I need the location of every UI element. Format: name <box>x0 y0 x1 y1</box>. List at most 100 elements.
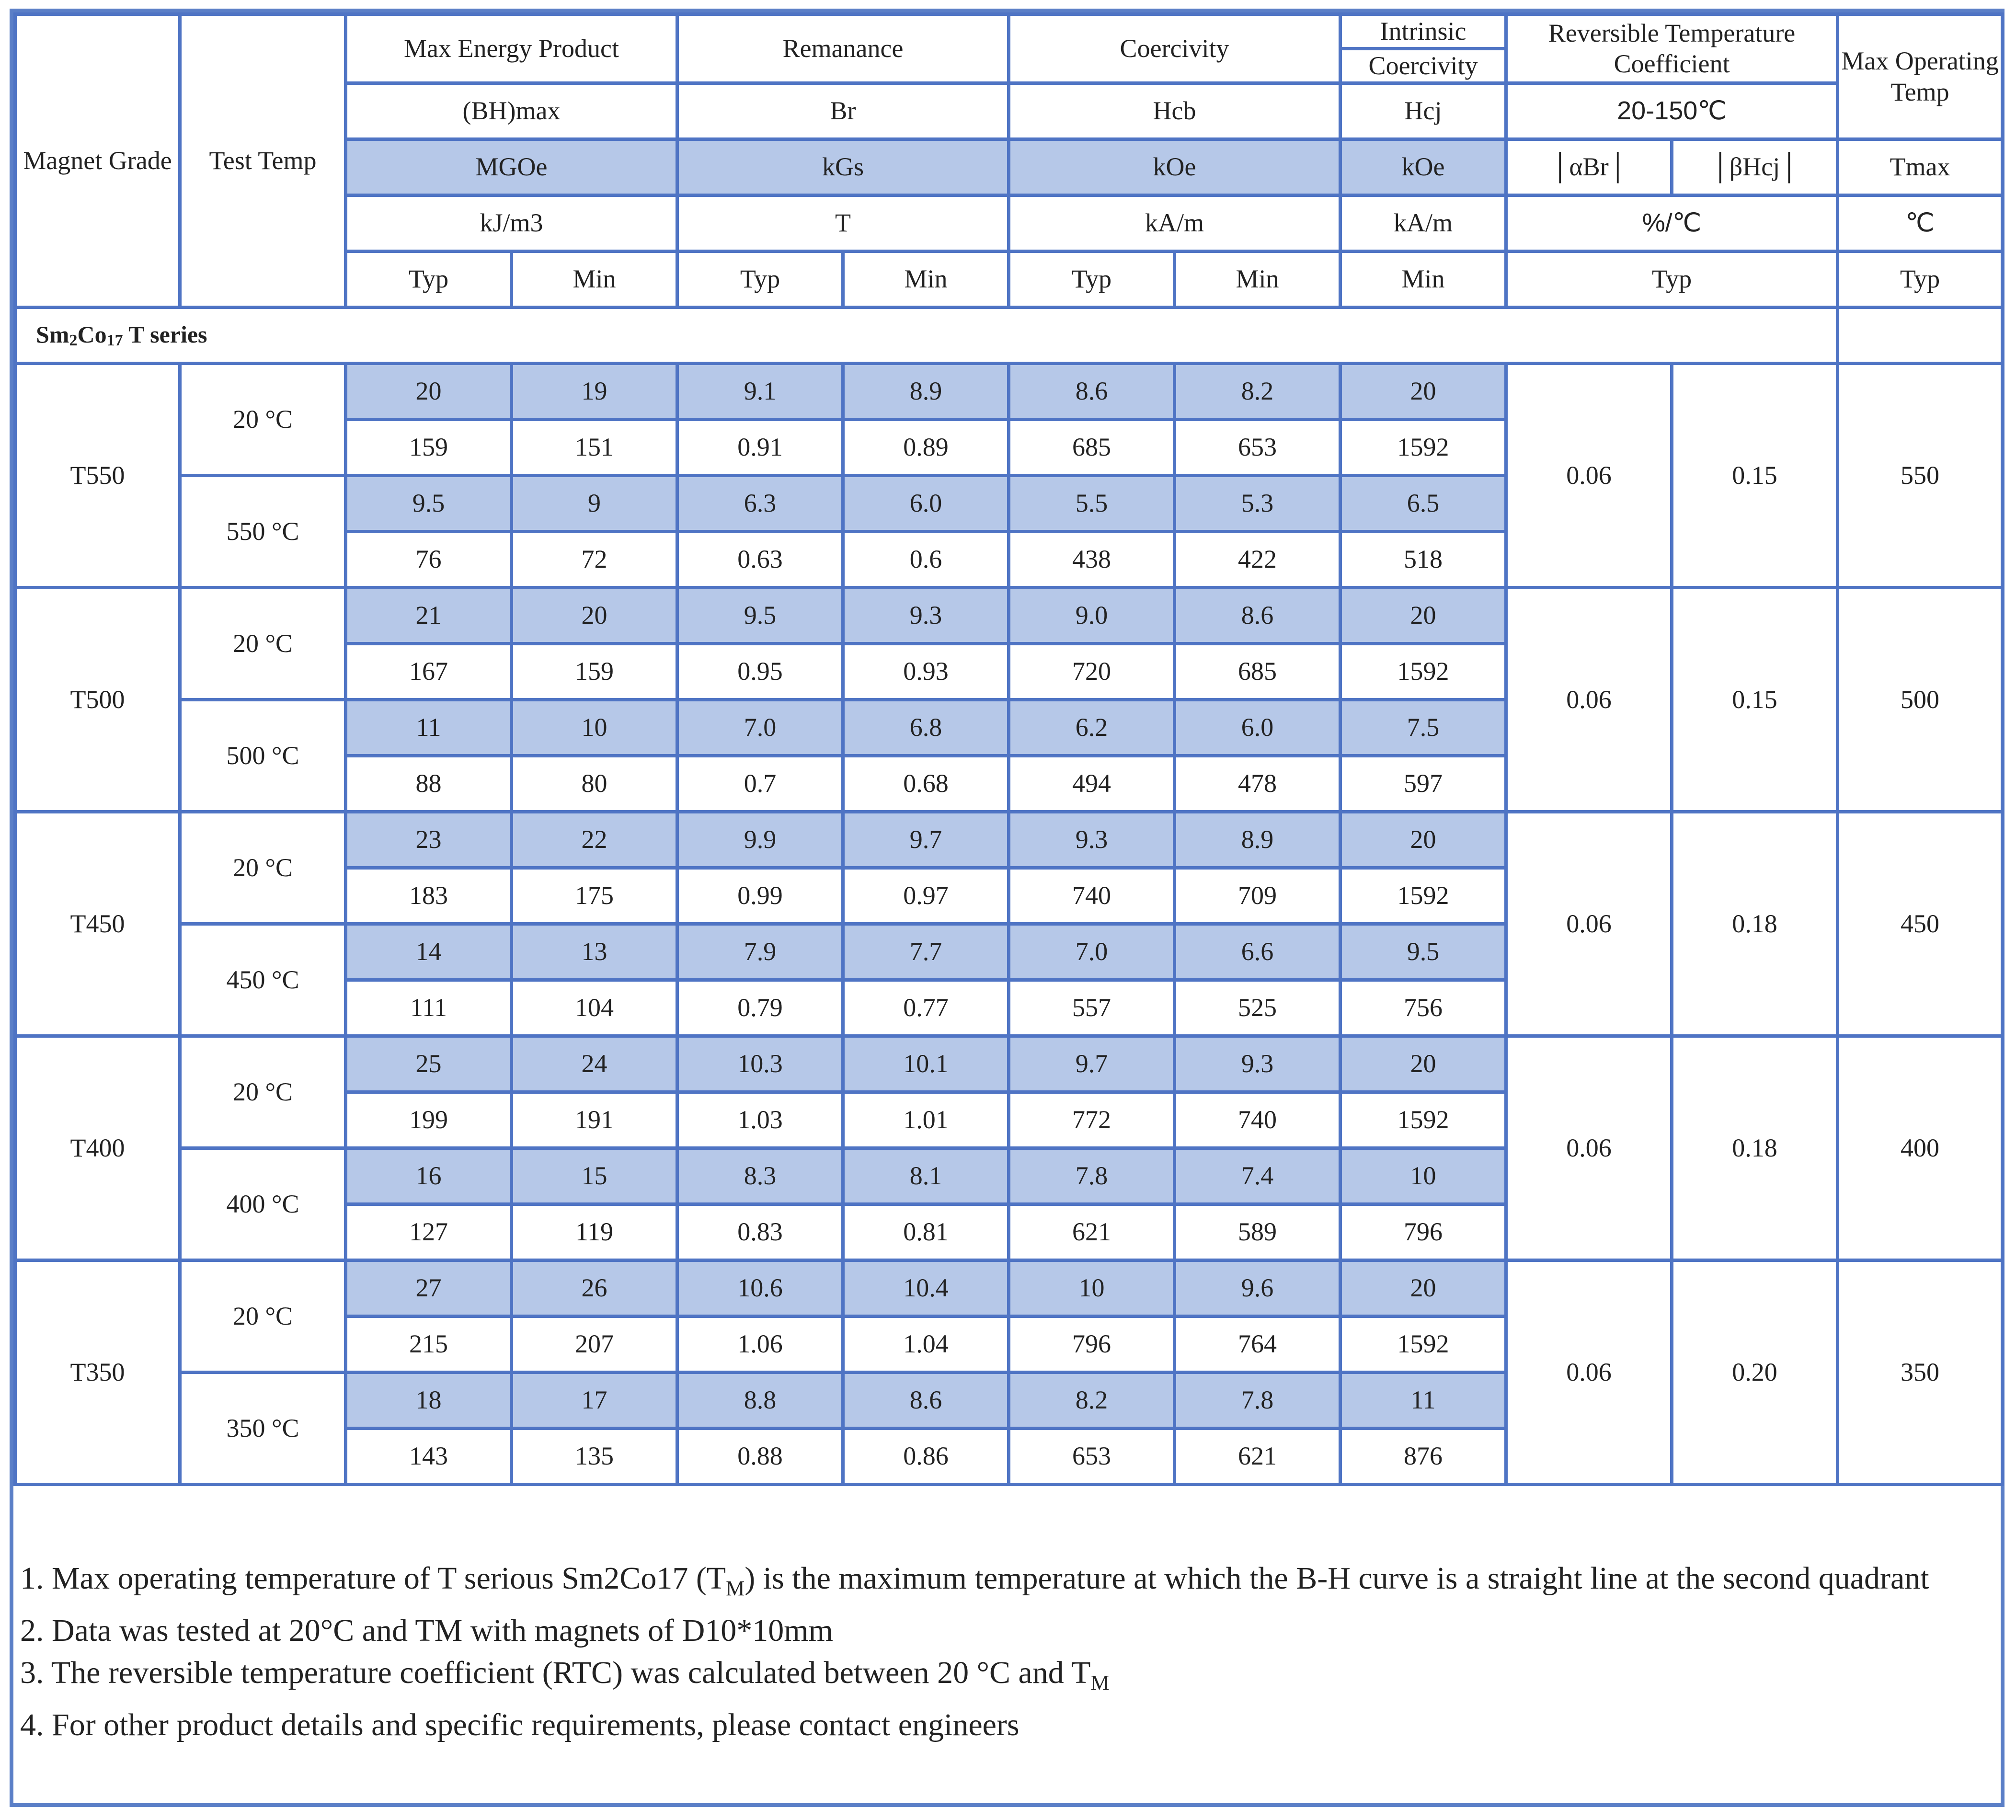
value-cell: 6.5 <box>1339 473 1508 533</box>
value-cell: 9.5 <box>676 585 845 645</box>
value-cell: 10.3 <box>676 1034 845 1094</box>
value-cell: 8.2 <box>1173 361 1342 421</box>
value-cell: 0.93 <box>841 641 1011 701</box>
beta-hcj-value: 0.18 <box>1670 1034 1840 1262</box>
beta-hcj-value: 0.18 <box>1670 810 1840 1038</box>
value-cell: 0.83 <box>676 1202 845 1262</box>
value-cell: 0.89 <box>841 417 1011 477</box>
value-cell: 621 <box>1173 1426 1342 1486</box>
value-cell: 7.8 <box>1173 1370 1342 1430</box>
value-cell: 621 <box>1007 1202 1177 1262</box>
value-cell: 9.7 <box>841 810 1011 870</box>
value-cell: 8.3 <box>676 1146 845 1206</box>
value-cell: 0.86 <box>841 1426 1011 1486</box>
value-cell: 478 <box>1173 754 1342 813</box>
grade-name: T400 <box>13 1034 182 1262</box>
value-cell: 9.3 <box>841 585 1011 645</box>
value-cell: 589 <box>1173 1202 1342 1262</box>
symbol-hcb: Hcb <box>1007 81 1342 141</box>
value-cell: 8.8 <box>676 1370 845 1430</box>
tmax-value: 500 <box>1836 585 2005 813</box>
value-cell: 14 <box>344 922 513 982</box>
header-typ-0: Typ <box>344 249 513 309</box>
test-temp: 20 °C <box>178 585 347 701</box>
value-cell: 9.5 <box>344 473 513 533</box>
value-cell: 159 <box>510 641 679 701</box>
tmax-value: 400 <box>1836 1034 2005 1262</box>
value-cell: 119 <box>510 1202 679 1262</box>
test-temp: 20 °C <box>178 810 347 926</box>
value-cell: 0.77 <box>841 978 1011 1038</box>
value-cell: 9.1 <box>676 361 845 421</box>
header-typ-2: Typ <box>676 249 845 309</box>
header-rtc: Reversible Temperature Coefficient <box>1504 12 1840 85</box>
unit-celsius: ℃ <box>1836 193 2005 253</box>
note-2: 2. Data was tested at 20°C and TM with m… <box>20 1613 833 1648</box>
value-cell: 8.9 <box>1173 810 1342 870</box>
value-cell: 0.68 <box>841 754 1011 813</box>
value-cell: 207 <box>510 1314 679 1374</box>
value-cell: 25 <box>344 1034 513 1094</box>
value-cell: 151 <box>510 417 679 477</box>
value-cell: 167 <box>344 641 513 701</box>
value-cell: 20 <box>510 585 679 645</box>
value-cell: 16 <box>344 1146 513 1206</box>
value-cell: 1592 <box>1339 1090 1508 1150</box>
test-temp: 450 °C <box>178 922 347 1038</box>
value-cell: 11 <box>344 698 513 757</box>
value-cell: 15 <box>510 1146 679 1206</box>
value-cell: 0.97 <box>841 866 1011 926</box>
value-cell: 7.0 <box>1007 922 1177 982</box>
header-max-operating-temp: Max Operating Temp <box>1836 12 2005 141</box>
test-temp: 400 °C <box>178 1146 347 1262</box>
unit-kj-m3: kJ/m3 <box>344 193 679 253</box>
value-cell: 8.6 <box>1007 361 1177 421</box>
value-cell: 9.3 <box>1173 1034 1342 1094</box>
unit-tesla: T <box>675 193 1011 253</box>
value-cell: 525 <box>1173 978 1342 1038</box>
value-cell: 10.1 <box>841 1034 1011 1094</box>
grade-name: T550 <box>13 361 182 589</box>
rtc-range: 20-150℃ <box>1504 81 1840 141</box>
value-cell: 9.7 <box>1007 1034 1177 1094</box>
value-cell: 76 <box>344 529 513 589</box>
value-cell: 9 <box>510 473 679 533</box>
symbol-hcj: Hcj <box>1339 81 1508 141</box>
tmax-value: 350 <box>1836 1258 2005 1486</box>
value-cell: 0.88 <box>676 1426 845 1486</box>
value-cell: 6.6 <box>1173 922 1342 982</box>
value-cell: 653 <box>1007 1426 1177 1486</box>
value-cell: 0.7 <box>676 754 845 813</box>
value-cell: 9.0 <box>1007 585 1177 645</box>
value-cell: 10 <box>510 698 679 757</box>
tmax-value: 450 <box>1836 810 2005 1038</box>
header-coercivity: Coercivity <box>1007 12 1342 85</box>
unit-kgs: kGs <box>675 137 1011 197</box>
beta-hcj-value: 0.15 <box>1670 361 1840 589</box>
note-4: 4. For other product details and specifi… <box>20 1707 1019 1743</box>
symbol-br: Br <box>675 81 1011 141</box>
value-cell: 597 <box>1339 754 1508 813</box>
value-cell: 876 <box>1339 1426 1508 1486</box>
value-cell: 135 <box>510 1426 679 1486</box>
value-cell: 685 <box>1007 417 1177 477</box>
value-cell: 7.0 <box>676 698 845 757</box>
value-cell: 8.1 <box>841 1146 1011 1206</box>
value-cell: 1.03 <box>676 1090 845 1150</box>
value-cell: 9.3 <box>1007 810 1177 870</box>
value-cell: 17 <box>510 1370 679 1430</box>
unit-alpha-br: │αBr│ <box>1504 137 1674 197</box>
unit-ka-m-hcb: kA/m <box>1007 193 1342 253</box>
value-cell: 8.6 <box>841 1370 1011 1430</box>
note-3: 3. The reversible temperature coefficien… <box>20 1655 1110 1695</box>
header-intrinsic-coercivity: Coercivity <box>1339 46 1508 85</box>
value-cell: 88 <box>344 754 513 813</box>
value-cell: 0.99 <box>676 866 845 926</box>
spec-sheet: Magnet Grade Test Temp Max Energy Product R… <box>10 9 2005 1807</box>
unit-koe-hcb: kOe <box>1007 137 1342 197</box>
value-cell: 111 <box>344 978 513 1038</box>
alpha-br-value: 0.06 <box>1504 1034 1674 1262</box>
value-cell: 756 <box>1339 978 1508 1038</box>
value-cell: 20 <box>344 361 513 421</box>
value-cell: 6.0 <box>841 473 1011 533</box>
